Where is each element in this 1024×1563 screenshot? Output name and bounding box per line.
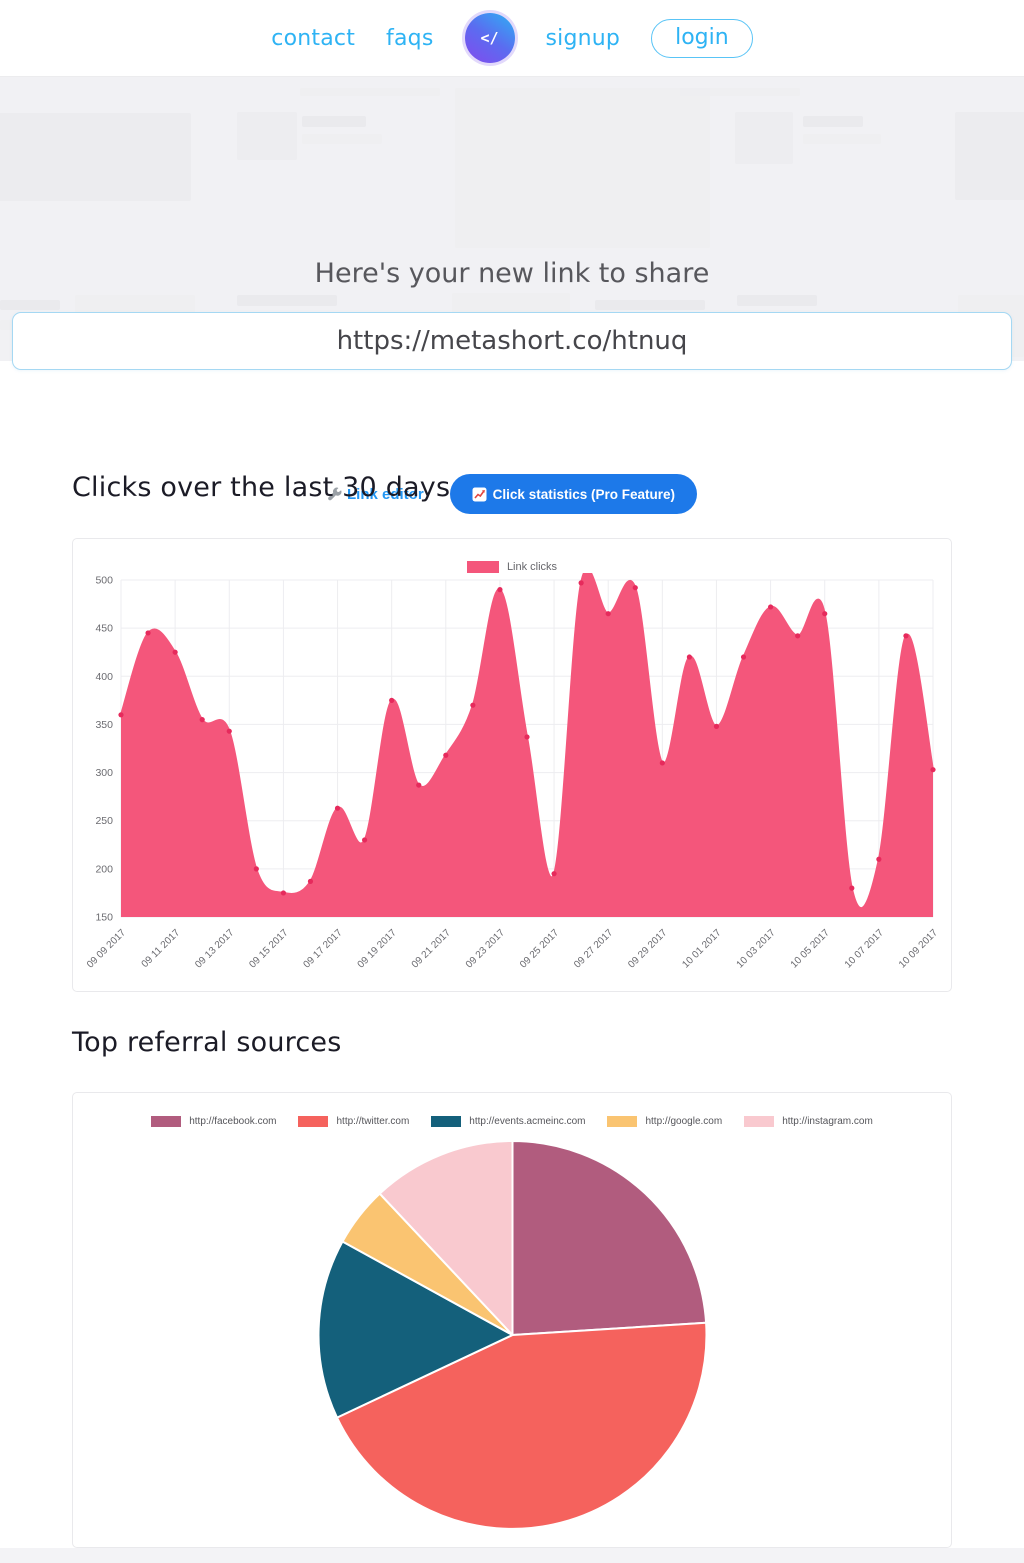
- skeleton-block: [455, 88, 710, 248]
- pie-legend-swatch: [744, 1116, 775, 1127]
- pie-chart-legend: http://facebook.com http://twitter.com htt…: [73, 1093, 951, 1127]
- svg-text:09 19 2017: 09 19 2017: [356, 927, 399, 970]
- svg-text:09 11 2017: 09 11 2017: [140, 927, 183, 970]
- svg-text:350: 350: [95, 719, 113, 731]
- pie-legend-swatch: [607, 1116, 638, 1127]
- svg-text:450: 450: [95, 623, 113, 635]
- skeleton-block: [737, 295, 817, 306]
- pie-legend-label: http://twitter.com: [336, 1116, 410, 1127]
- click-statistics-button[interactable]: Click statistics (Pro Feature): [449, 474, 697, 514]
- page-bottom-strip: [0, 1548, 1024, 1563]
- svg-text:10 07 2017: 10 07 2017: [843, 927, 886, 970]
- hero-heading: Here's your new link to share: [314, 258, 710, 289]
- code-icon: </: [480, 29, 499, 47]
- skeleton-block: [237, 112, 297, 160]
- skeleton-block: [680, 88, 800, 96]
- skeleton-block: [0, 113, 191, 201]
- skeleton-block: [302, 116, 366, 127]
- link-editor-button[interactable]: Link editor: [327, 486, 424, 503]
- pie-legend-swatch: [431, 1116, 462, 1127]
- skeleton-block: [595, 300, 705, 310]
- svg-text:10 09 2017: 10 09 2017: [897, 927, 940, 970]
- svg-text:10 01 2017: 10 01 2017: [680, 927, 723, 970]
- line-chart-icon: [472, 487, 487, 502]
- nav-link-signup[interactable]: signup: [545, 25, 621, 51]
- svg-text:250: 250: [95, 815, 113, 827]
- referrals-section-heading: Top referral sources: [72, 1027, 342, 1058]
- legend-swatch-link-clicks: [466, 561, 499, 573]
- svg-text:500: 500: [95, 575, 113, 587]
- svg-text:10 03 2017: 10 03 2017: [735, 927, 778, 970]
- skeleton-block: [300, 88, 440, 96]
- link-editor-label: Link editor: [347, 485, 424, 503]
- skeleton-block: [0, 300, 60, 310]
- pie-legend-label: http://google.com: [645, 1116, 723, 1127]
- svg-text:09 25 2017: 09 25 2017: [518, 927, 561, 970]
- clicks-chart-card: Link clicks 500 450 400 350 300 250 200 150 09 0…: [72, 538, 952, 992]
- pie-legend-swatch: [151, 1116, 182, 1127]
- login-button[interactable]: login: [651, 18, 753, 58]
- skeleton-block: [302, 134, 382, 144]
- svg-text:09 15 2017: 09 15 2017: [247, 927, 290, 970]
- clicks-area-chart: 500 450 400 350 300 250 200 150 09 09 2017 09 11 …: [85, 568, 940, 971]
- pie-legend-item[interactable]: http://twitter.com: [298, 1116, 409, 1127]
- area-chart-legend: Link clicks: [73, 539, 951, 573]
- svg-text:09 27 2017: 09 27 2017: [572, 927, 615, 970]
- pie-legend-label: http://events.acmeinc.com: [469, 1116, 586, 1127]
- pie-legend-item[interactable]: http://instagram.com: [744, 1116, 873, 1127]
- svg-text:09 23 2017: 09 23 2017: [464, 927, 507, 970]
- svg-text:09 29 2017: 09 29 2017: [626, 927, 669, 970]
- nav-link-contact[interactable]: contact: [271, 25, 356, 51]
- svg-text:200: 200: [95, 863, 113, 875]
- pie-legend-item[interactable]: http://facebook.com: [151, 1116, 276, 1127]
- logo-button[interactable]: </: [464, 13, 515, 63]
- legend-item-link-clicks[interactable]: Link clicks: [466, 561, 558, 573]
- svg-text:09 13 2017: 09 13 2017: [193, 927, 236, 970]
- svg-text:300: 300: [95, 767, 113, 779]
- click-statistics-label: Click statistics (Pro Feature): [492, 486, 675, 502]
- short-url-input[interactable]: [12, 312, 1012, 370]
- top-nav: contact faqs </ signup login: [0, 0, 1024, 77]
- actions-row: Link editor Click statistics (Pro Featur…: [0, 474, 1024, 514]
- skeleton-block: [803, 116, 863, 127]
- skeleton-block: [237, 295, 337, 306]
- svg-text:09 21 2017: 09 21 2017: [410, 927, 453, 970]
- pie-legend-item[interactable]: http://events.acmeinc.com: [431, 1116, 585, 1127]
- pie-legend-label: http://facebook.com: [189, 1116, 277, 1127]
- referrals-pie-chart: [317, 1140, 708, 1530]
- wrench-icon: [327, 487, 342, 502]
- clicks-section-heading: Clicks over the last 30 days: [72, 472, 451, 503]
- skeleton-block: [955, 112, 1024, 200]
- referrals-chart-card: http://facebook.com http://twitter.com htt…: [72, 1092, 952, 1548]
- svg-text:09 17 2017: 09 17 2017: [301, 927, 344, 970]
- skeleton-block: [735, 112, 793, 164]
- pie-legend-label: http://instagram.com: [782, 1116, 873, 1127]
- svg-text:150: 150: [95, 912, 113, 924]
- svg-text:400: 400: [95, 671, 113, 683]
- svg-text:09 09 2017: 09 09 2017: [85, 927, 128, 970]
- svg-text:10 05 2017: 10 05 2017: [789, 927, 832, 970]
- pie-legend-item[interactable]: http://google.com: [607, 1116, 722, 1127]
- legend-label-link-clicks: Link clicks: [506, 561, 558, 573]
- skeleton-block: [803, 134, 881, 144]
- pie-legend-swatch: [298, 1116, 329, 1127]
- nav-link-faqs[interactable]: faqs: [386, 25, 434, 51]
